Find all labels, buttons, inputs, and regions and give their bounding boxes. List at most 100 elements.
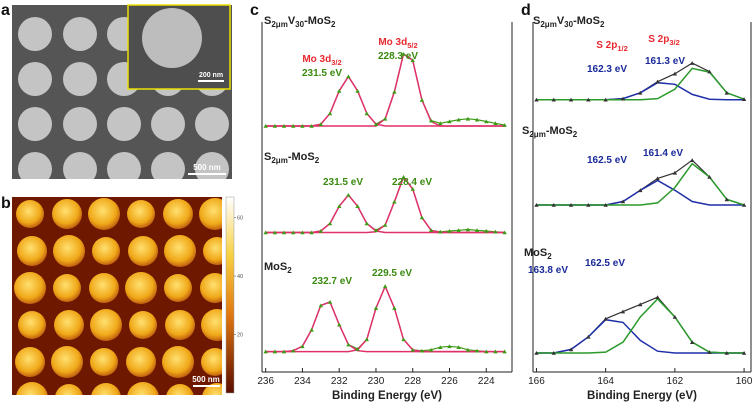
text-part: S [264, 151, 271, 163]
data-point [474, 228, 480, 233]
data-point [638, 188, 643, 193]
data-point [346, 193, 351, 197]
data-point [603, 97, 608, 102]
afm-dot [88, 198, 120, 230]
data-point [456, 345, 461, 350]
data-point [568, 203, 574, 207]
text-part: S [522, 125, 529, 137]
afm-dot [92, 237, 120, 265]
data-point [586, 97, 591, 102]
afm-dot [203, 237, 222, 265]
subscript: 2 [547, 252, 552, 261]
data-point [438, 121, 443, 126]
data-point [456, 228, 461, 233]
spectrum: 166 164 162 160 Binding Energy (eV) MoS2 163.8… [524, 247, 753, 402]
subscript: 5/2 [407, 41, 417, 50]
peak-annotation: 161.3 eV [645, 56, 685, 67]
sem-dot [107, 107, 141, 141]
sem-dot [151, 152, 185, 179]
afm-image [12, 197, 222, 395]
subscript: 2 [573, 130, 578, 139]
afm-dot [14, 272, 46, 304]
data-point [620, 96, 626, 101]
data-point [428, 118, 434, 123]
data-point [281, 349, 287, 354]
data-point [382, 223, 388, 227]
data-point [465, 227, 471, 232]
data-point [465, 347, 471, 352]
text-part: Mo 3d [378, 37, 407, 48]
data-point [309, 327, 314, 332]
peak-annotation: 228.3 eV [378, 51, 418, 62]
peak-annotation: 229.5 eV [372, 268, 412, 279]
subscript: 30 [564, 20, 573, 29]
component-line [536, 297, 745, 354]
data-point [484, 229, 489, 233]
data-point [655, 295, 660, 299]
spectrum-label: MoS2 [524, 247, 552, 261]
x-tick-label: 224 [478, 376, 495, 387]
data-point [392, 306, 397, 310]
afm-dot [91, 383, 121, 395]
peak-annotation: 231.5 eV [323, 177, 363, 188]
afm-dot [17, 236, 47, 266]
text-part: S 2p [648, 34, 669, 45]
data-point [346, 342, 351, 347]
afm-dot [201, 348, 222, 376]
data-point [327, 299, 333, 304]
data-point [741, 203, 747, 207]
data-point [419, 97, 425, 102]
sem-dot [18, 107, 52, 141]
data-point [456, 117, 461, 122]
colorbar-tick-label: 60 [237, 215, 243, 221]
afm-dot [89, 273, 119, 303]
sem-dot [63, 152, 97, 179]
data-point [724, 197, 729, 202]
x-tick-label: 230 [368, 376, 385, 387]
afm-dot [16, 200, 44, 228]
x-tick-label: 160 [736, 376, 753, 387]
colorbar-tick-label: 40 [237, 274, 243, 280]
data-point [534, 203, 539, 207]
data-point [373, 228, 379, 233]
data-point [337, 88, 342, 93]
afm-dot [18, 311, 46, 339]
afm-dot [166, 384, 194, 395]
spectrum: S2μm-MoS2 162.5 eV 161.4 eV [522, 125, 747, 207]
peak-annotation: 162.5 eV [587, 155, 627, 166]
afm-dot [127, 200, 155, 228]
data-point [373, 122, 379, 126]
data-point [300, 230, 305, 235]
subscript: 30 [295, 20, 304, 29]
x-tick-label: 226 [441, 376, 458, 387]
peak-annotation: 162.3 eV [587, 64, 627, 75]
data-point [281, 230, 287, 235]
data-point [447, 119, 452, 124]
data-point [707, 175, 712, 179]
spectrum: 236 234 232 230 228 226 224 Binding Energy (eV)… [257, 261, 512, 402]
sem-dot [63, 107, 97, 141]
data-point [603, 316, 608, 321]
data-point [484, 349, 489, 354]
data-point [337, 322, 342, 327]
afm-dot [90, 309, 122, 341]
afm-dot [53, 235, 85, 267]
afm-dot [54, 310, 84, 340]
data-point [392, 199, 397, 204]
subscript: 2μm [271, 20, 287, 29]
data-point [568, 97, 574, 102]
afm-dot [163, 199, 193, 229]
data-point [355, 346, 360, 351]
data-point [410, 58, 415, 63]
data-point [689, 158, 695, 162]
component-line [536, 179, 745, 206]
data-point [724, 90, 729, 95]
subscript: 2 [287, 266, 292, 275]
peak-annotation: 228.4 eV [392, 177, 432, 188]
afm-dot [51, 346, 83, 378]
spectrum-label: S2μm-MoS2 [264, 151, 320, 165]
data-point [263, 230, 268, 235]
data-point [428, 347, 434, 352]
afm-dot [164, 274, 192, 302]
